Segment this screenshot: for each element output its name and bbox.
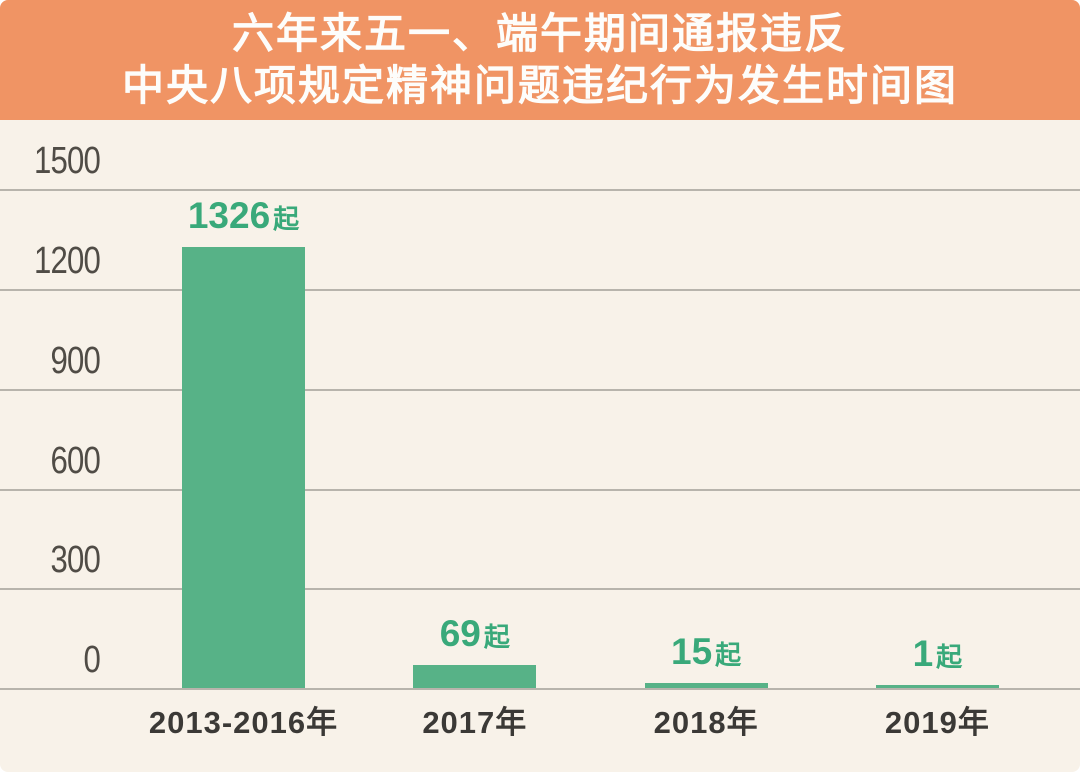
bar-value-label: 1326 起: [188, 195, 299, 237]
bar-value-number: 69: [439, 613, 481, 654]
bar-value-number: 1326: [187, 195, 271, 236]
bar: [182, 247, 305, 688]
y-axis-tick-label: 1200: [33, 240, 101, 282]
chart-area: 1500 1200 900 600 300 0 1326 起 2013-2016年 69 起 2017…: [0, 120, 1080, 772]
y-axis-tick-label: 600: [50, 440, 100, 482]
gridline: [0, 289, 1080, 291]
bar-value-unit: 起: [936, 642, 963, 672]
bar: [876, 685, 999, 688]
bar: [413, 665, 536, 688]
bar: [645, 683, 768, 688]
bar-value-number: 15: [671, 631, 713, 672]
gridline: [0, 389, 1080, 391]
gridline: [0, 588, 1080, 590]
x-axis-category-label: 2019年: [884, 705, 990, 740]
y-axis-tick-label: 900: [50, 340, 100, 382]
bar-value-unit: 起: [715, 640, 742, 670]
bar-value-unit: 起: [483, 622, 510, 652]
chart-title-banner: 六年来五一、端午期间通报违反 中央八项规定精神问题违纪行为发生时间图: [0, 0, 1080, 120]
bar-value-number: 1: [912, 633, 934, 674]
bar-value-label: 15 起: [671, 631, 741, 673]
chart-title-line2: 中央八项规定精神问题违纪行为发生时间图: [121, 62, 958, 109]
bar-value-unit: 起: [273, 204, 300, 234]
gridline: [0, 189, 1080, 191]
chart-title-line1: 六年来五一、端午期间通报违反: [231, 10, 848, 57]
y-axis-tick-label: 1500: [33, 140, 101, 182]
y-axis-tick-label: 0: [83, 639, 100, 681]
x-axis-category-label: 2017年: [422, 705, 528, 740]
x-axis-category-label: 2013-2016年: [148, 705, 339, 740]
x-axis-category-label: 2018年: [653, 705, 759, 740]
gridline: [0, 489, 1080, 491]
gridline: [0, 688, 1080, 690]
bar-value-label: 69 起: [440, 613, 510, 655]
y-axis-tick-label: 300: [50, 539, 100, 581]
